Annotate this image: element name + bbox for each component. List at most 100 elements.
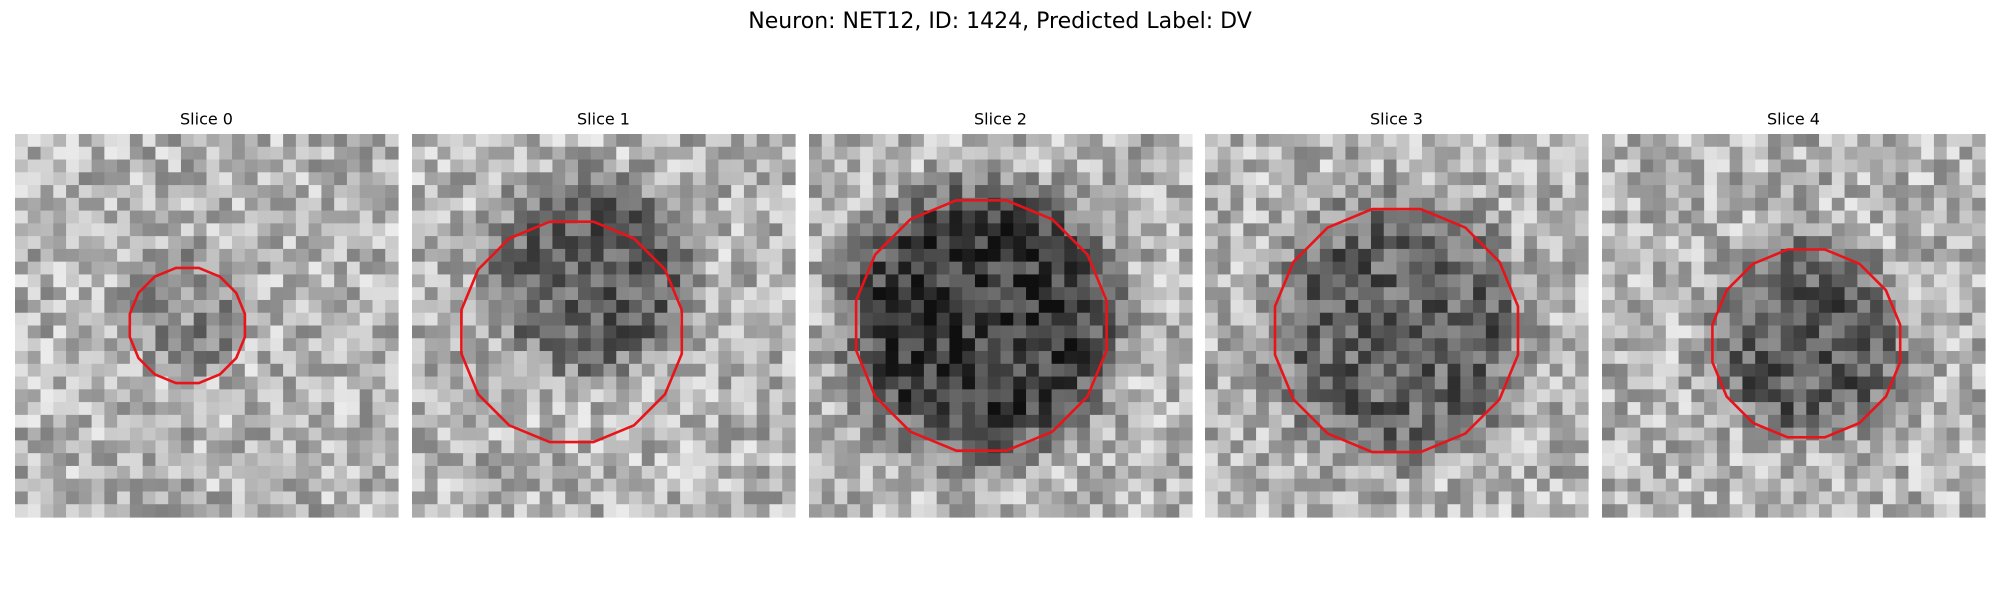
pixel — [603, 453, 617, 467]
pixel — [1217, 223, 1232, 237]
pixel — [1396, 287, 1410, 301]
pixel — [821, 440, 836, 454]
pixel — [15, 236, 29, 250]
pixel — [1473, 287, 1487, 301]
pixel — [488, 299, 502, 314]
pixel — [872, 312, 887, 327]
pixel — [654, 440, 668, 454]
pixel — [1422, 299, 1436, 314]
pixel — [1383, 299, 1398, 314]
pixel — [1498, 312, 1512, 327]
pixel — [1704, 274, 1718, 288]
pixel — [1536, 223, 1551, 237]
pixel — [911, 299, 925, 314]
pixel — [526, 338, 541, 352]
pixel — [1422, 261, 1436, 276]
pixel — [1895, 389, 1909, 403]
pixel — [552, 491, 566, 505]
pixel — [1729, 491, 1744, 505]
pixel — [860, 299, 874, 314]
pixel — [1602, 274, 1616, 288]
pixel — [1933, 223, 1948, 237]
pixel — [1370, 427, 1385, 441]
pixel — [1332, 159, 1347, 173]
pixel — [1524, 414, 1538, 429]
pixel — [1396, 172, 1410, 186]
pixel — [1307, 453, 1321, 467]
pixel — [1524, 440, 1538, 454]
pixel — [308, 287, 322, 301]
pixel — [1562, 197, 1576, 212]
pixel — [1434, 146, 1449, 161]
pixel — [1959, 440, 1973, 454]
pixel — [78, 376, 93, 390]
pixel — [1281, 453, 1295, 467]
pixel — [1345, 159, 1359, 173]
pixel — [1627, 223, 1641, 237]
pixel — [1780, 478, 1795, 493]
pixel — [372, 210, 386, 224]
pixel — [1831, 351, 1846, 365]
pixel — [1665, 363, 1680, 378]
pixel — [860, 478, 874, 493]
pixel — [1704, 414, 1718, 429]
pixel — [104, 134, 118, 148]
pixel — [809, 465, 823, 480]
pixel — [180, 504, 195, 518]
pixel — [1485, 325, 1500, 339]
pixel — [1959, 223, 1973, 237]
pixel — [346, 185, 361, 199]
pixel — [872, 134, 887, 148]
pixel — [1844, 453, 1858, 467]
pixel — [27, 197, 42, 212]
pixel — [1755, 172, 1769, 186]
pixel — [1908, 338, 1922, 352]
pixel — [155, 248, 169, 263]
pixel — [1268, 274, 1283, 288]
pixel — [78, 363, 93, 378]
pixel — [308, 478, 322, 493]
pixel — [641, 312, 656, 327]
pixel — [705, 236, 719, 250]
pixel — [219, 185, 233, 199]
pixel — [1307, 134, 1321, 148]
pixel — [180, 427, 195, 441]
pixel — [911, 478, 925, 493]
pixel — [1562, 427, 1576, 441]
pixel — [1831, 261, 1846, 276]
pixel — [475, 338, 490, 352]
pixel — [1524, 248, 1538, 263]
pixel — [769, 185, 783, 199]
pixel — [1294, 134, 1308, 148]
pixel — [1013, 159, 1027, 173]
pixel — [565, 465, 579, 480]
pixel — [860, 287, 874, 301]
pixel — [283, 402, 297, 416]
pixel — [911, 159, 925, 173]
pixel — [962, 248, 976, 263]
pixel — [463, 172, 477, 186]
pixel — [488, 440, 502, 454]
pixel — [654, 478, 668, 493]
pixel — [424, 402, 439, 416]
pixel — [1498, 210, 1512, 224]
pixel — [847, 363, 861, 378]
pixel — [847, 440, 861, 454]
pixel — [1128, 287, 1142, 301]
pixel — [412, 236, 426, 250]
pixel — [962, 478, 976, 493]
pixel — [308, 427, 322, 441]
pixel — [346, 210, 361, 224]
pixel — [1780, 159, 1795, 173]
pixel — [847, 274, 861, 288]
pixel — [834, 236, 848, 250]
pixel — [1332, 414, 1347, 429]
pixel — [168, 197, 182, 212]
pixel — [1806, 172, 1820, 186]
pixel — [1959, 185, 1973, 199]
pixel — [539, 223, 554, 237]
pixel — [1857, 146, 1871, 161]
pixel — [1716, 325, 1731, 339]
pixel — [577, 351, 592, 365]
pixel — [1627, 159, 1641, 173]
